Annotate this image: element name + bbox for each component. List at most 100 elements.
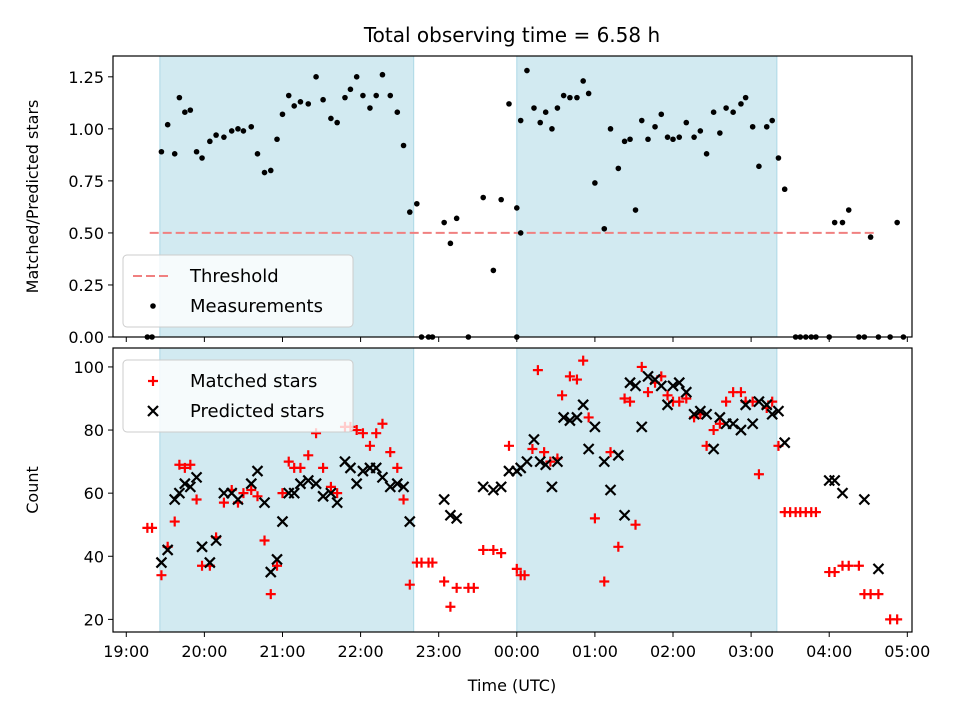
data-point <box>592 180 598 186</box>
data-point <box>182 109 188 115</box>
data-point <box>549 126 555 132</box>
data-point <box>624 376 636 389</box>
data-point <box>615 165 622 172</box>
data-point <box>370 462 382 474</box>
data-point <box>532 365 543 376</box>
data-point <box>445 601 456 612</box>
data-point <box>652 123 658 130</box>
data-point <box>450 512 463 525</box>
data-point <box>377 418 388 429</box>
data-point <box>477 481 489 493</box>
plot-frame <box>112 55 913 338</box>
data-point <box>331 496 343 509</box>
y-tick-label: 80 <box>84 421 104 440</box>
data-point <box>495 481 507 493</box>
y-tick-label: 60 <box>84 484 104 503</box>
data-point <box>760 399 773 411</box>
data-point <box>397 481 410 493</box>
data-point <box>313 74 319 80</box>
data-point <box>710 109 717 115</box>
x-axis-label: Time (UTC) <box>467 676 556 695</box>
data-point <box>554 105 561 111</box>
data-point <box>534 455 547 468</box>
data-point <box>357 428 368 439</box>
data-point <box>174 459 185 470</box>
y-tick-label: 100 <box>73 358 104 377</box>
data-point <box>404 579 415 590</box>
data-point <box>632 207 639 213</box>
data-point <box>643 387 654 398</box>
data-point <box>334 119 340 126</box>
data-point <box>478 544 489 555</box>
data-point <box>612 449 625 462</box>
data-point <box>756 163 762 170</box>
data-point <box>539 447 550 458</box>
data-point <box>384 481 397 493</box>
data-point <box>511 563 522 574</box>
x-tick-label: 22:00 <box>338 642 384 661</box>
data-point <box>325 487 337 499</box>
data-point <box>749 123 756 130</box>
data-point <box>607 126 614 132</box>
data-point <box>176 94 183 101</box>
data-point <box>350 477 363 490</box>
data-point <box>320 96 326 103</box>
data-point <box>272 560 283 571</box>
data-point <box>487 484 500 496</box>
data-point <box>246 485 257 495</box>
data-point <box>739 399 752 411</box>
y-tick-label: 20 <box>84 610 104 629</box>
data-point <box>539 458 552 471</box>
x-tick-label: 23:00 <box>416 642 462 661</box>
y-axis-label: Matched/Predicted stars <box>23 100 42 294</box>
count-panel: 20 40 60 80 100 19:00 20:00 21:00 22:00 23:00 00:0… <box>23 347 930 661</box>
data-point <box>892 614 903 625</box>
data-point <box>845 207 852 213</box>
data-point <box>447 240 454 247</box>
data-point <box>517 230 524 236</box>
data-point <box>839 219 846 226</box>
data-point <box>775 155 782 161</box>
x-tick-label: 05:00 <box>884 642 930 661</box>
data-point <box>571 411 583 424</box>
data-point <box>583 412 594 423</box>
data-point <box>276 515 289 528</box>
data-point <box>288 487 300 499</box>
legend: Threshold Measurements <box>122 254 354 328</box>
x-tick-label: 04:00 <box>806 642 852 661</box>
data-point <box>258 496 271 509</box>
data-point <box>828 474 841 487</box>
data-point <box>531 105 537 111</box>
data-point <box>190 471 203 484</box>
data-point <box>680 386 693 398</box>
data-point <box>853 560 864 571</box>
data-point <box>571 374 582 385</box>
observing-window-band <box>516 55 778 338</box>
data-point <box>831 219 838 226</box>
data-point <box>294 477 307 490</box>
data-point <box>636 361 647 372</box>
legend-handle <box>147 405 159 417</box>
data-point <box>441 219 447 226</box>
data-point <box>156 570 167 581</box>
data-point <box>248 123 255 130</box>
data-point <box>630 519 641 530</box>
data-point <box>708 425 719 436</box>
data-point <box>735 424 747 436</box>
legend-handle <box>148 376 158 386</box>
data-point <box>196 541 208 553</box>
data-point <box>599 576 610 587</box>
data-point <box>353 74 360 80</box>
data-point <box>468 582 479 593</box>
data-point <box>398 494 409 505</box>
data-point <box>688 408 700 421</box>
data-point <box>303 450 314 461</box>
data-point <box>601 225 608 232</box>
data-point <box>661 399 674 411</box>
data-point <box>703 151 710 157</box>
data-point <box>577 399 589 411</box>
data-point <box>674 396 685 407</box>
data-point <box>604 484 617 496</box>
data-point <box>778 436 791 449</box>
